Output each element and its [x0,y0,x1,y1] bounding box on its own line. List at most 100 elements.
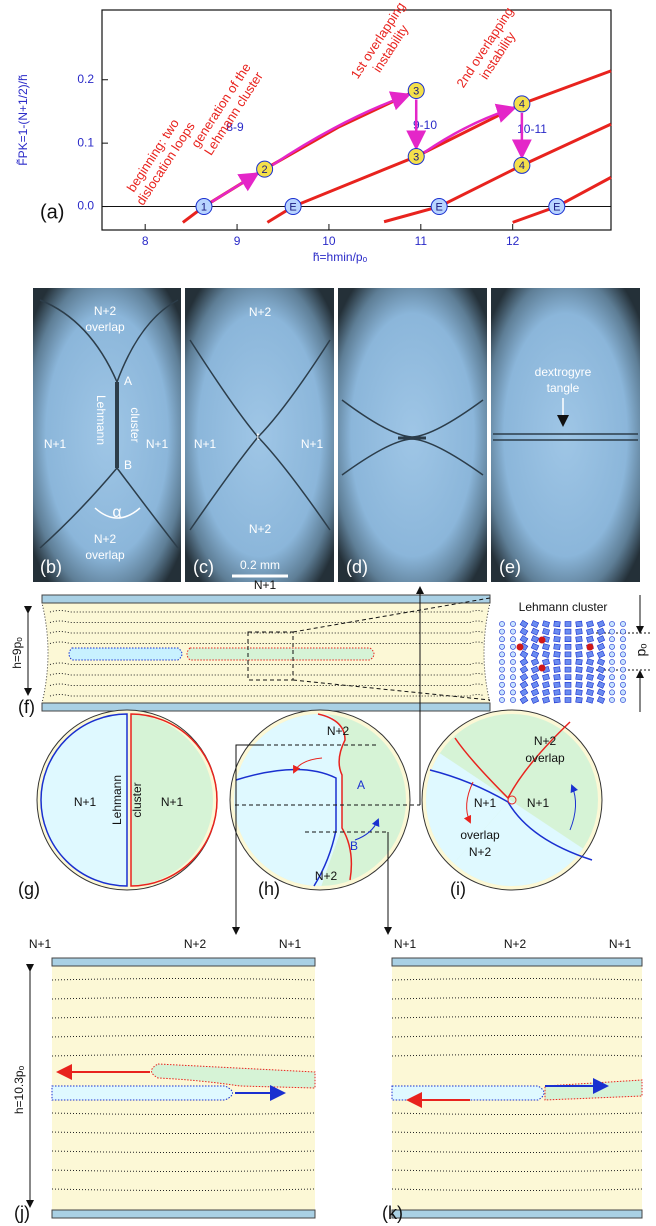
molecule [609,644,614,649]
molecule [554,636,561,642]
molecule [531,696,539,703]
panel-label: (d) [346,557,368,577]
molecule [597,620,605,627]
molecule [542,651,549,657]
molecule [620,652,625,657]
molecule [597,681,605,688]
molecule [620,621,625,626]
inset [499,620,625,703]
marker-label: 4 [519,99,525,111]
molecule [542,689,549,695]
label: N+2 [534,734,557,748]
label: overlap [525,751,565,765]
molecule [554,659,561,665]
molecule [531,628,539,635]
decoration [52,958,315,966]
molecule [586,636,593,642]
panel-label: (j) [14,1203,30,1223]
molecule [510,629,515,634]
label: Lehmann cluster [519,600,608,614]
label: N+1 [74,795,97,809]
molecule [499,629,504,634]
molecule [510,644,515,649]
molecule [531,620,539,627]
decoration [392,1210,642,1218]
molecule [609,629,614,634]
photo-text: N+1 [301,437,324,451]
molecule [510,652,515,657]
molecule [531,681,539,688]
molecule [576,674,583,680]
molecule [565,622,571,627]
marker-label: 3 [413,151,419,163]
label: A [357,778,365,792]
y-axis-label: F̃PK=1-(N+1/2)/h̃ [15,74,30,165]
marker-label: 2 [262,164,268,176]
label: N+1 [394,937,417,951]
molecule [520,628,528,635]
molecule [586,659,593,665]
y-tick-label: 0.0 [77,199,94,213]
decoration [42,595,490,603]
molecule [531,643,539,650]
decoration [491,288,640,582]
photo-text: 0.2 mm [240,558,280,572]
molecule [576,690,583,696]
molecule [586,666,593,672]
molecule [565,698,571,703]
molecule [609,621,614,626]
label: N+2 [315,869,338,883]
molecule [499,682,504,687]
molecule [542,682,549,688]
molecule [542,628,549,634]
molecule [620,644,625,649]
molecule [586,651,593,657]
molecule [576,652,583,658]
molecule [597,636,605,643]
panel-f: N+1 h=9pₒ Lehmann cluster pₒ (f) [10,578,650,717]
marker-label: 3 [413,85,419,97]
molecule [499,621,504,626]
decoration [392,958,642,966]
molecule [586,689,593,695]
molecule [620,675,625,680]
molecule [576,621,583,627]
molecule [499,675,504,680]
molecule [510,675,515,680]
label: N+2 [184,937,207,951]
marker-label: E [436,201,443,213]
molecule [597,696,605,703]
molecule [609,659,614,664]
panel-label: (e) [499,557,521,577]
molecule [520,658,528,665]
photo-text: α [112,504,121,521]
marker-label: E [553,201,560,213]
molecule [565,667,571,672]
molecule [609,637,614,642]
photo-text: t [256,431,259,443]
decoration [52,1210,315,1218]
molecule [586,628,593,634]
label: N+1 [161,795,184,809]
photo-text: N+2 [249,305,272,319]
molecule [531,651,539,658]
molecule [586,697,593,703]
molecule [520,696,528,703]
label: N+1 [474,796,497,810]
molecule [542,621,549,627]
photo-text: overlap [85,548,125,562]
photo-text: N+2 [94,532,117,546]
photo-text: cluster [128,407,142,442]
panel-label: (b) [40,557,62,577]
molecule [565,652,571,657]
panel-label: (k) [382,1203,403,1223]
molecule [542,659,549,665]
panel-label: (g) [18,879,40,899]
molecule [499,667,504,672]
curve [384,124,611,222]
molecule [597,651,605,658]
molecule [565,682,571,687]
annotation: beginning: twodislocation loops [120,111,198,208]
molecule [565,675,571,680]
molecule [620,667,625,672]
